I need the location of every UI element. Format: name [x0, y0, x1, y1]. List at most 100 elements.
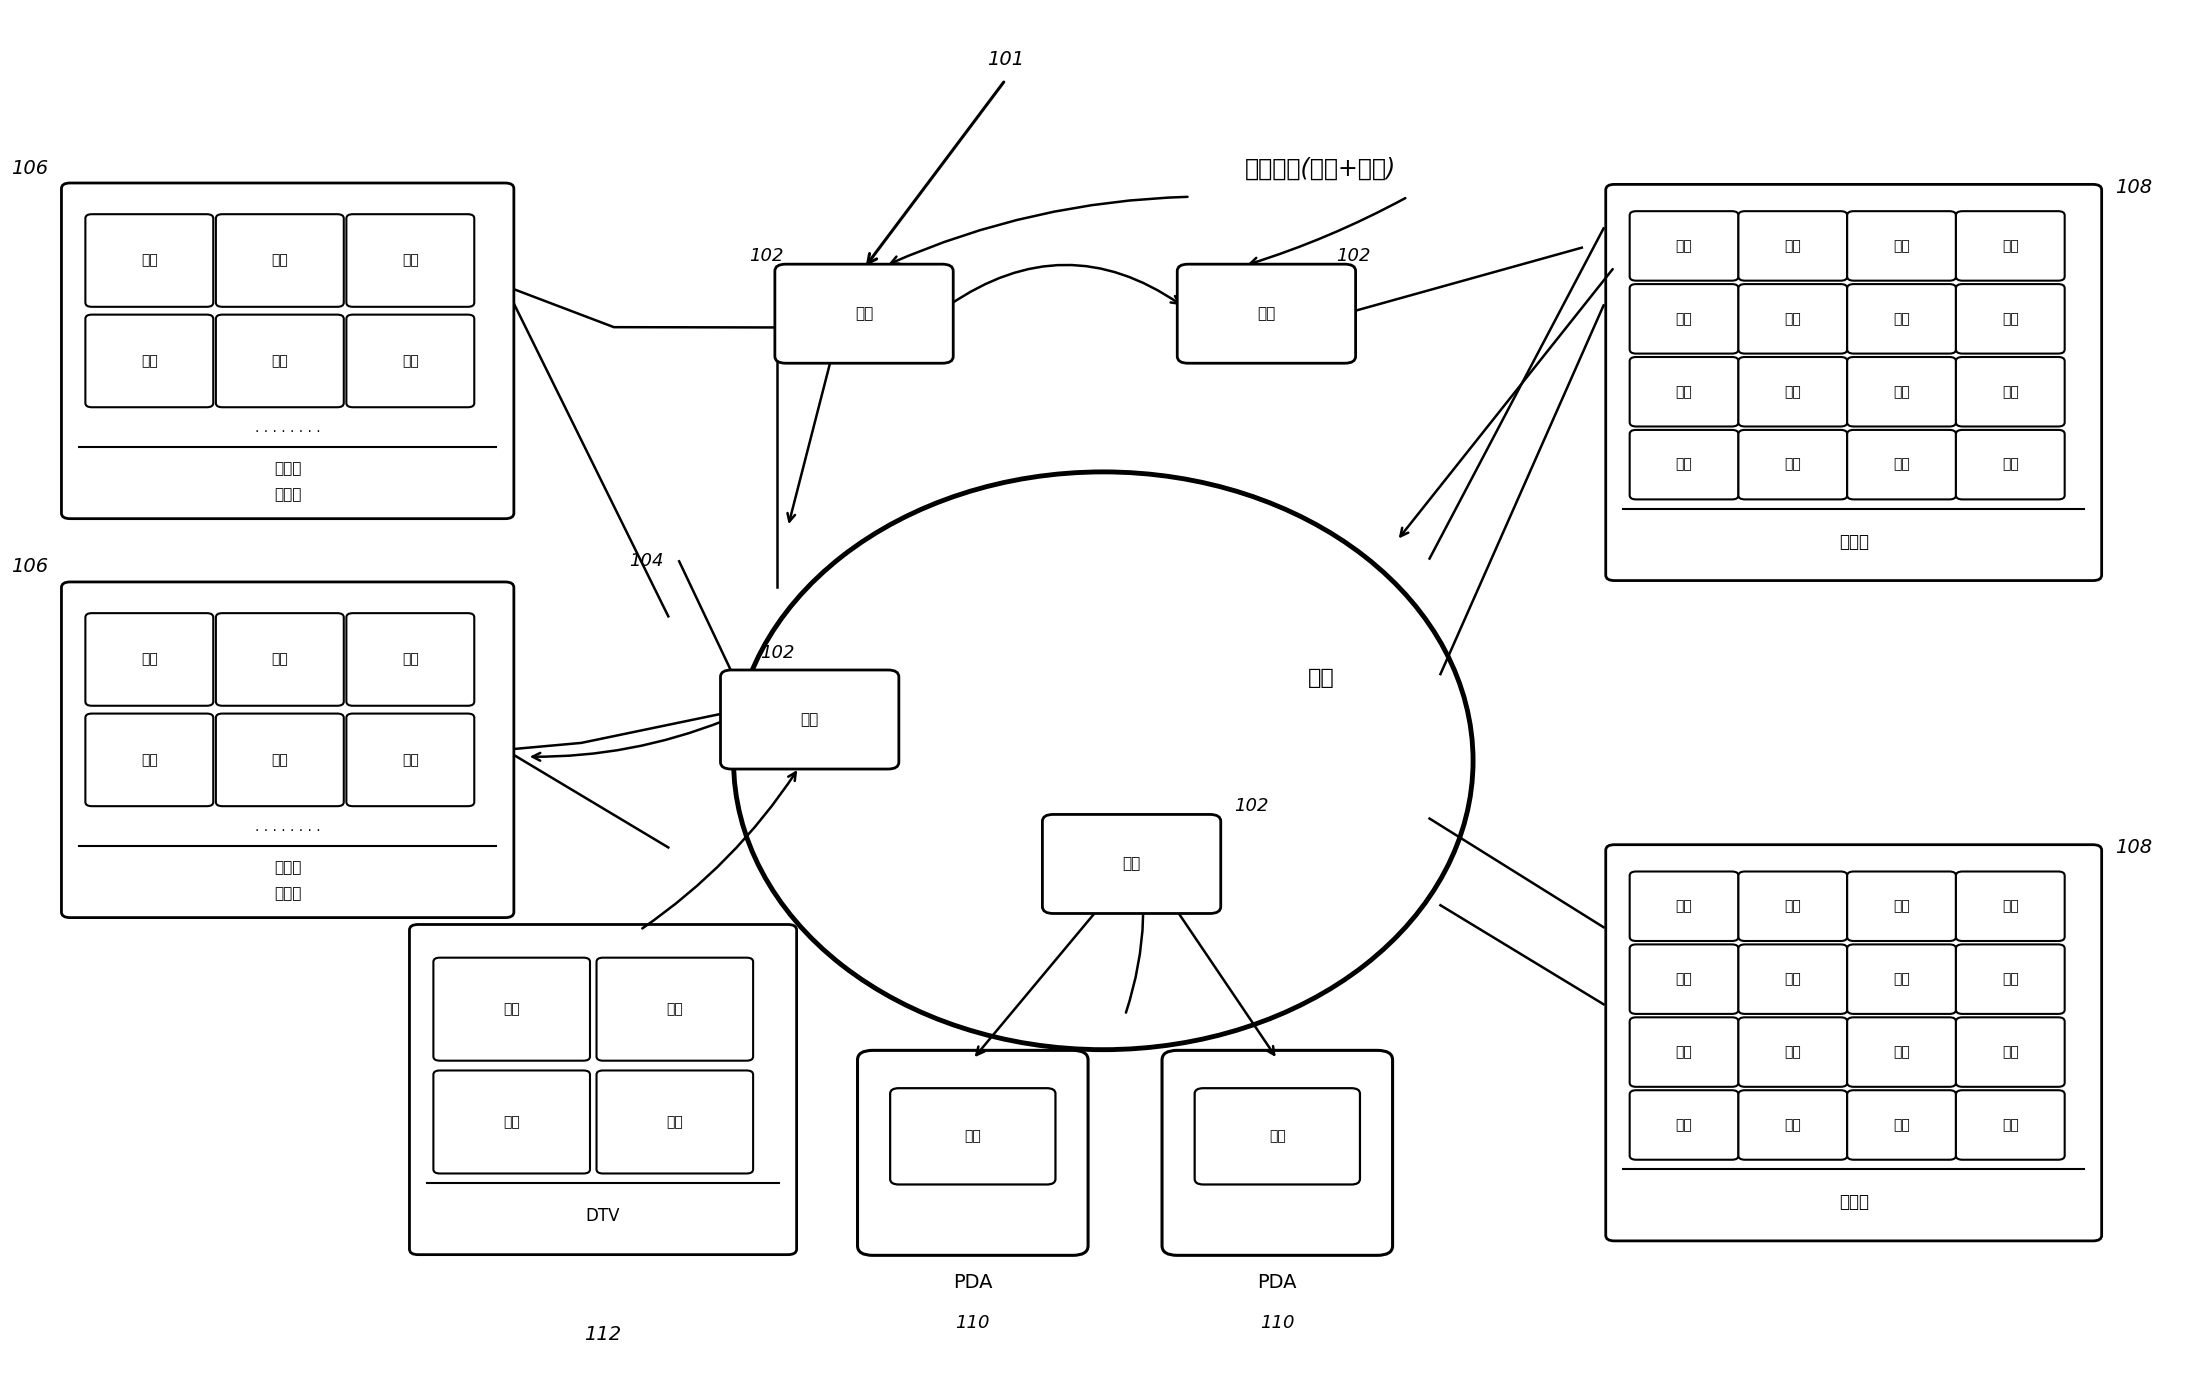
Text: 单元: 单元: [140, 753, 158, 767]
FancyBboxPatch shape: [1738, 1091, 1848, 1160]
FancyBboxPatch shape: [1607, 844, 2101, 1241]
FancyBboxPatch shape: [1629, 1091, 1738, 1160]
FancyBboxPatch shape: [1956, 430, 2065, 500]
Text: 单元: 单元: [1675, 972, 1692, 987]
Text: 单元: 单元: [1785, 1045, 1802, 1059]
FancyBboxPatch shape: [1848, 1017, 1956, 1086]
Text: 102: 102: [1337, 246, 1370, 264]
Text: 102: 102: [748, 246, 784, 264]
FancyBboxPatch shape: [720, 670, 898, 770]
FancyBboxPatch shape: [1629, 212, 1738, 281]
FancyBboxPatch shape: [1043, 814, 1220, 913]
FancyBboxPatch shape: [86, 714, 213, 807]
Text: 单元: 单元: [1892, 385, 1910, 399]
Text: 服务器: 服务器: [1839, 533, 1868, 551]
FancyBboxPatch shape: [61, 581, 514, 918]
Text: 单元: 单元: [667, 1116, 683, 1129]
Text: 单元: 单元: [140, 652, 158, 667]
Text: DTV: DTV: [586, 1207, 621, 1225]
Text: 单元: 单元: [1892, 1045, 1910, 1059]
Text: 单元: 单元: [1892, 1118, 1910, 1132]
Text: 观察器: 观察器: [274, 859, 301, 875]
FancyBboxPatch shape: [432, 958, 590, 1060]
Text: 单元: 单元: [1258, 306, 1275, 321]
FancyBboxPatch shape: [1738, 872, 1848, 941]
FancyBboxPatch shape: [1738, 1017, 1848, 1086]
FancyBboxPatch shape: [1738, 357, 1848, 426]
Text: 单元: 单元: [1785, 972, 1802, 987]
Text: 106: 106: [11, 159, 48, 177]
FancyBboxPatch shape: [1738, 212, 1848, 281]
FancyBboxPatch shape: [1956, 1091, 2065, 1160]
Text: 单元: 单元: [1892, 458, 1910, 472]
Text: 客户机: 客户机: [274, 886, 301, 901]
Text: 单元: 单元: [1785, 1118, 1802, 1132]
Text: 单元: 单元: [1675, 1118, 1692, 1132]
FancyBboxPatch shape: [1848, 212, 1956, 281]
Text: 单元对象(程序+数据): 单元对象(程序+数据): [1245, 158, 1396, 181]
FancyBboxPatch shape: [1848, 430, 1956, 500]
Text: 单元: 单元: [1892, 900, 1910, 913]
Text: 客户机: 客户机: [274, 487, 301, 502]
Text: 服务器: 服务器: [1839, 1193, 1868, 1211]
FancyBboxPatch shape: [86, 215, 213, 307]
Text: 单元: 单元: [402, 354, 419, 368]
Text: 106: 106: [11, 558, 48, 577]
FancyBboxPatch shape: [1194, 1088, 1361, 1185]
FancyBboxPatch shape: [1629, 357, 1738, 426]
FancyBboxPatch shape: [410, 925, 797, 1255]
Text: 单元: 单元: [1785, 458, 1802, 472]
Text: 单元: 单元: [503, 1116, 520, 1129]
Text: 单元: 单元: [1785, 311, 1802, 325]
Text: 单元: 单元: [503, 1002, 520, 1016]
FancyBboxPatch shape: [61, 183, 514, 519]
Text: 单元: 单元: [667, 1002, 683, 1016]
FancyBboxPatch shape: [1956, 1017, 2065, 1086]
Text: 单元: 单元: [854, 306, 874, 321]
Text: 单元: 单元: [964, 1129, 981, 1143]
Text: 110: 110: [1260, 1315, 1295, 1333]
FancyBboxPatch shape: [347, 314, 474, 407]
FancyBboxPatch shape: [432, 1070, 590, 1174]
Text: 101: 101: [988, 50, 1025, 69]
Text: 单元: 单元: [272, 253, 288, 267]
Text: 110: 110: [955, 1315, 990, 1333]
Text: 单元: 单元: [1675, 458, 1692, 472]
Text: 单元: 单元: [402, 753, 419, 767]
Text: 112: 112: [584, 1324, 621, 1344]
FancyBboxPatch shape: [347, 215, 474, 307]
Text: 观察器: 观察器: [274, 461, 301, 476]
Text: 单元: 单元: [1675, 900, 1692, 913]
Text: 单元: 单元: [2002, 1118, 2019, 1132]
Text: 单元: 单元: [402, 652, 419, 667]
FancyBboxPatch shape: [347, 714, 474, 807]
FancyBboxPatch shape: [86, 613, 213, 706]
FancyBboxPatch shape: [1848, 872, 1956, 941]
Text: 单元: 单元: [2002, 1045, 2019, 1059]
FancyBboxPatch shape: [1956, 284, 2065, 353]
FancyBboxPatch shape: [1956, 212, 2065, 281]
Text: 单元: 单元: [1122, 857, 1141, 872]
Text: 单元: 单元: [2002, 972, 2019, 987]
FancyBboxPatch shape: [1629, 944, 1738, 1014]
Text: 单元: 单元: [1785, 385, 1802, 399]
FancyBboxPatch shape: [1738, 430, 1848, 500]
FancyBboxPatch shape: [86, 314, 213, 407]
Text: 104: 104: [630, 552, 663, 570]
Text: 单元: 单元: [1269, 1129, 1286, 1143]
Text: 单元: 单元: [1675, 385, 1692, 399]
Text: 单元: 单元: [2002, 239, 2019, 253]
Text: 单元: 单元: [1785, 900, 1802, 913]
FancyBboxPatch shape: [1956, 357, 2065, 426]
FancyBboxPatch shape: [215, 714, 345, 807]
Text: 102: 102: [1234, 797, 1269, 815]
Text: 单元: 单元: [272, 652, 288, 667]
Ellipse shape: [733, 472, 1473, 1049]
Text: 单元: 单元: [1892, 311, 1910, 325]
FancyBboxPatch shape: [1177, 264, 1357, 363]
FancyBboxPatch shape: [1848, 284, 1956, 353]
Text: 108: 108: [2114, 839, 2151, 857]
FancyBboxPatch shape: [1956, 872, 2065, 941]
Text: 单元: 单元: [272, 753, 288, 767]
FancyBboxPatch shape: [1848, 357, 1956, 426]
